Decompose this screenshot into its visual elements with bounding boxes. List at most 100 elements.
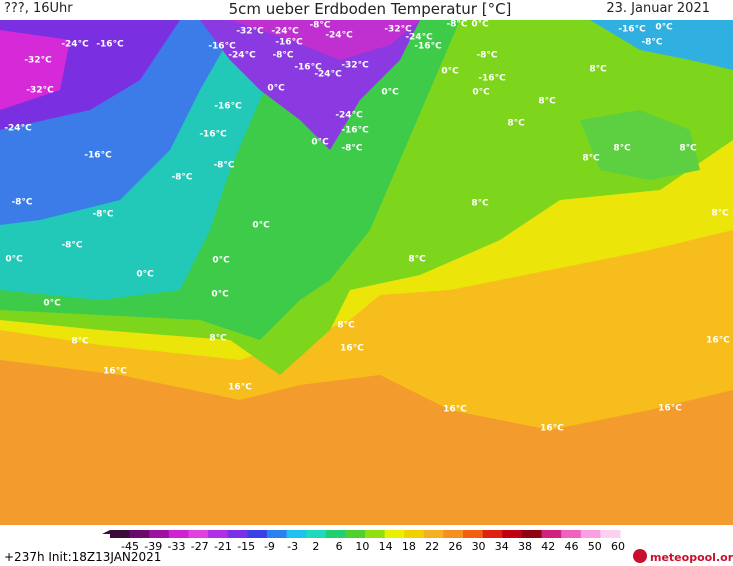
contour-label: 0°C	[655, 23, 673, 33]
contour-label: 8°C	[507, 119, 525, 129]
contour-label: -8°C	[272, 51, 293, 61]
contour-labels: -24°C -16°C-32°C-32°C-24°C-16°C-8°C-8°C-8…	[4, 20, 730, 434]
contour-label: -32°C	[236, 27, 264, 37]
colorbar-swatch	[110, 530, 131, 538]
colorbar-swatch	[266, 530, 288, 538]
colorbar-tick: 26	[448, 540, 462, 553]
contour-label: -24°C	[228, 51, 256, 61]
colorbar-swatch	[521, 530, 543, 538]
contour-label: 8°C	[209, 334, 227, 344]
contour-label: -32°C	[26, 86, 54, 96]
contour-label: 8°C	[538, 97, 556, 107]
header-left: ???, 16Uhr	[4, 1, 73, 16]
contour-label: -16°C	[275, 38, 303, 48]
contour-label: 0°C	[5, 255, 23, 265]
contour-label: 8°C	[471, 199, 489, 209]
contour-label: 8°C	[582, 154, 600, 164]
colorbar-tick: 34	[495, 540, 509, 553]
contour-label: -16°C	[199, 130, 227, 140]
colorbar-swatch	[423, 530, 444, 538]
colorbar-swatch	[149, 530, 170, 538]
contour-label: 0°C	[381, 88, 399, 98]
contour-label: -24°C	[314, 70, 342, 80]
colorbar-tick: -9	[264, 540, 275, 553]
contour-label: -24°C	[335, 111, 363, 121]
colorbar-swatch	[561, 530, 582, 538]
colorbar-swatch	[306, 530, 327, 538]
colorbar-tick: 10	[355, 540, 369, 553]
contour-label: -16°C	[414, 42, 442, 52]
colorbar-swatch	[325, 530, 346, 538]
colorbar-tick: -33	[167, 540, 185, 553]
contour-label: -8°C	[61, 241, 82, 251]
contour-label: -32°C	[24, 56, 52, 66]
header-title: 5cm ueber Erdboden Temperatur [°C]	[229, 0, 512, 18]
contour-label: 0°C	[472, 88, 490, 98]
run-info: +237h Init:18Z13JAN2021	[4, 550, 161, 564]
zone	[580, 110, 700, 180]
contour-label: -32°C	[341, 61, 369, 71]
contour-label: 16°C	[228, 383, 252, 393]
colorbar-swatch	[365, 530, 386, 538]
contour-label: -8°C	[11, 198, 32, 208]
contour-label: 0°C	[212, 256, 230, 266]
contour-label: -24°C	[271, 27, 299, 37]
colorbar-swatch	[168, 530, 189, 538]
contour-label: -16°C	[84, 151, 112, 161]
contour-label: 8°C	[613, 144, 631, 154]
colorbar-tick: -39	[144, 540, 162, 553]
colorbar-swatch	[580, 530, 601, 538]
contour-label: -24°C	[325, 31, 353, 41]
contour-label: -24°C	[405, 33, 433, 43]
zone	[0, 30, 70, 110]
contour-label: -16°C	[341, 126, 369, 136]
contour-label: 16°C	[658, 404, 682, 414]
colorbar-swatch	[502, 530, 523, 538]
contour-label: 16°C	[540, 424, 564, 434]
contour-label: 0°C	[136, 270, 154, 280]
contour-label: -16°C	[294, 63, 322, 73]
contour-label: -16°C	[96, 40, 124, 50]
contour-label: 8°C	[408, 255, 426, 265]
contour-label: 8°C	[711, 209, 729, 219]
contour-label: -8°C	[171, 173, 192, 183]
contour-label: -16°C	[478, 74, 506, 84]
contour-label: 0°C	[252, 221, 270, 231]
colorbar-arrow	[102, 530, 110, 534]
contour-label: -16°C	[208, 42, 236, 52]
colorbar-swatch	[541, 530, 562, 538]
contour-label: -24°C	[4, 124, 32, 134]
contour-label: 0°C	[43, 299, 61, 309]
logo: meteopool.org	[650, 551, 733, 564]
colorbar-swatch	[247, 530, 268, 538]
contour-label: 16°C	[706, 336, 730, 346]
colorbar-tick: -27	[191, 540, 209, 553]
zone	[590, 20, 733, 70]
colorbar: -45 -39 -33 -27 -21 -15 -9 -3 2 6 10 14 18 22 26 30 34 38…	[102, 530, 625, 553]
colorbar-tick: 2	[312, 540, 319, 553]
colorbar-tick: 18	[402, 540, 416, 553]
contour-label: -24°C	[61, 40, 89, 50]
zone	[230, 20, 420, 60]
contour-label: 16°C	[103, 367, 127, 377]
contour-label: -8°C	[641, 38, 662, 48]
colorbar-swatch	[129, 530, 150, 538]
contour-label: 16°C	[443, 405, 467, 415]
colorbar-tick: 14	[379, 540, 393, 553]
colorbar-swatch	[286, 530, 307, 538]
contour-label: 8°C	[71, 337, 89, 347]
colorbar-swatch	[600, 530, 621, 538]
colorbar-tick: -3	[287, 540, 298, 553]
colorbar-tick: 22	[425, 540, 439, 553]
contour-label: 8°C	[589, 65, 607, 75]
logo-icon	[633, 549, 647, 563]
contour-label: 0°C	[267, 84, 285, 94]
colorbar-swatch	[345, 530, 366, 538]
contour-label: 0°C	[471, 20, 489, 30]
contour-label: -16°C	[618, 25, 646, 35]
colorbar-swatch	[404, 530, 425, 538]
colorbar-swatch	[208, 530, 229, 538]
contour-label: -8°C	[309, 21, 330, 31]
colorbar-tick: 38	[518, 540, 532, 553]
